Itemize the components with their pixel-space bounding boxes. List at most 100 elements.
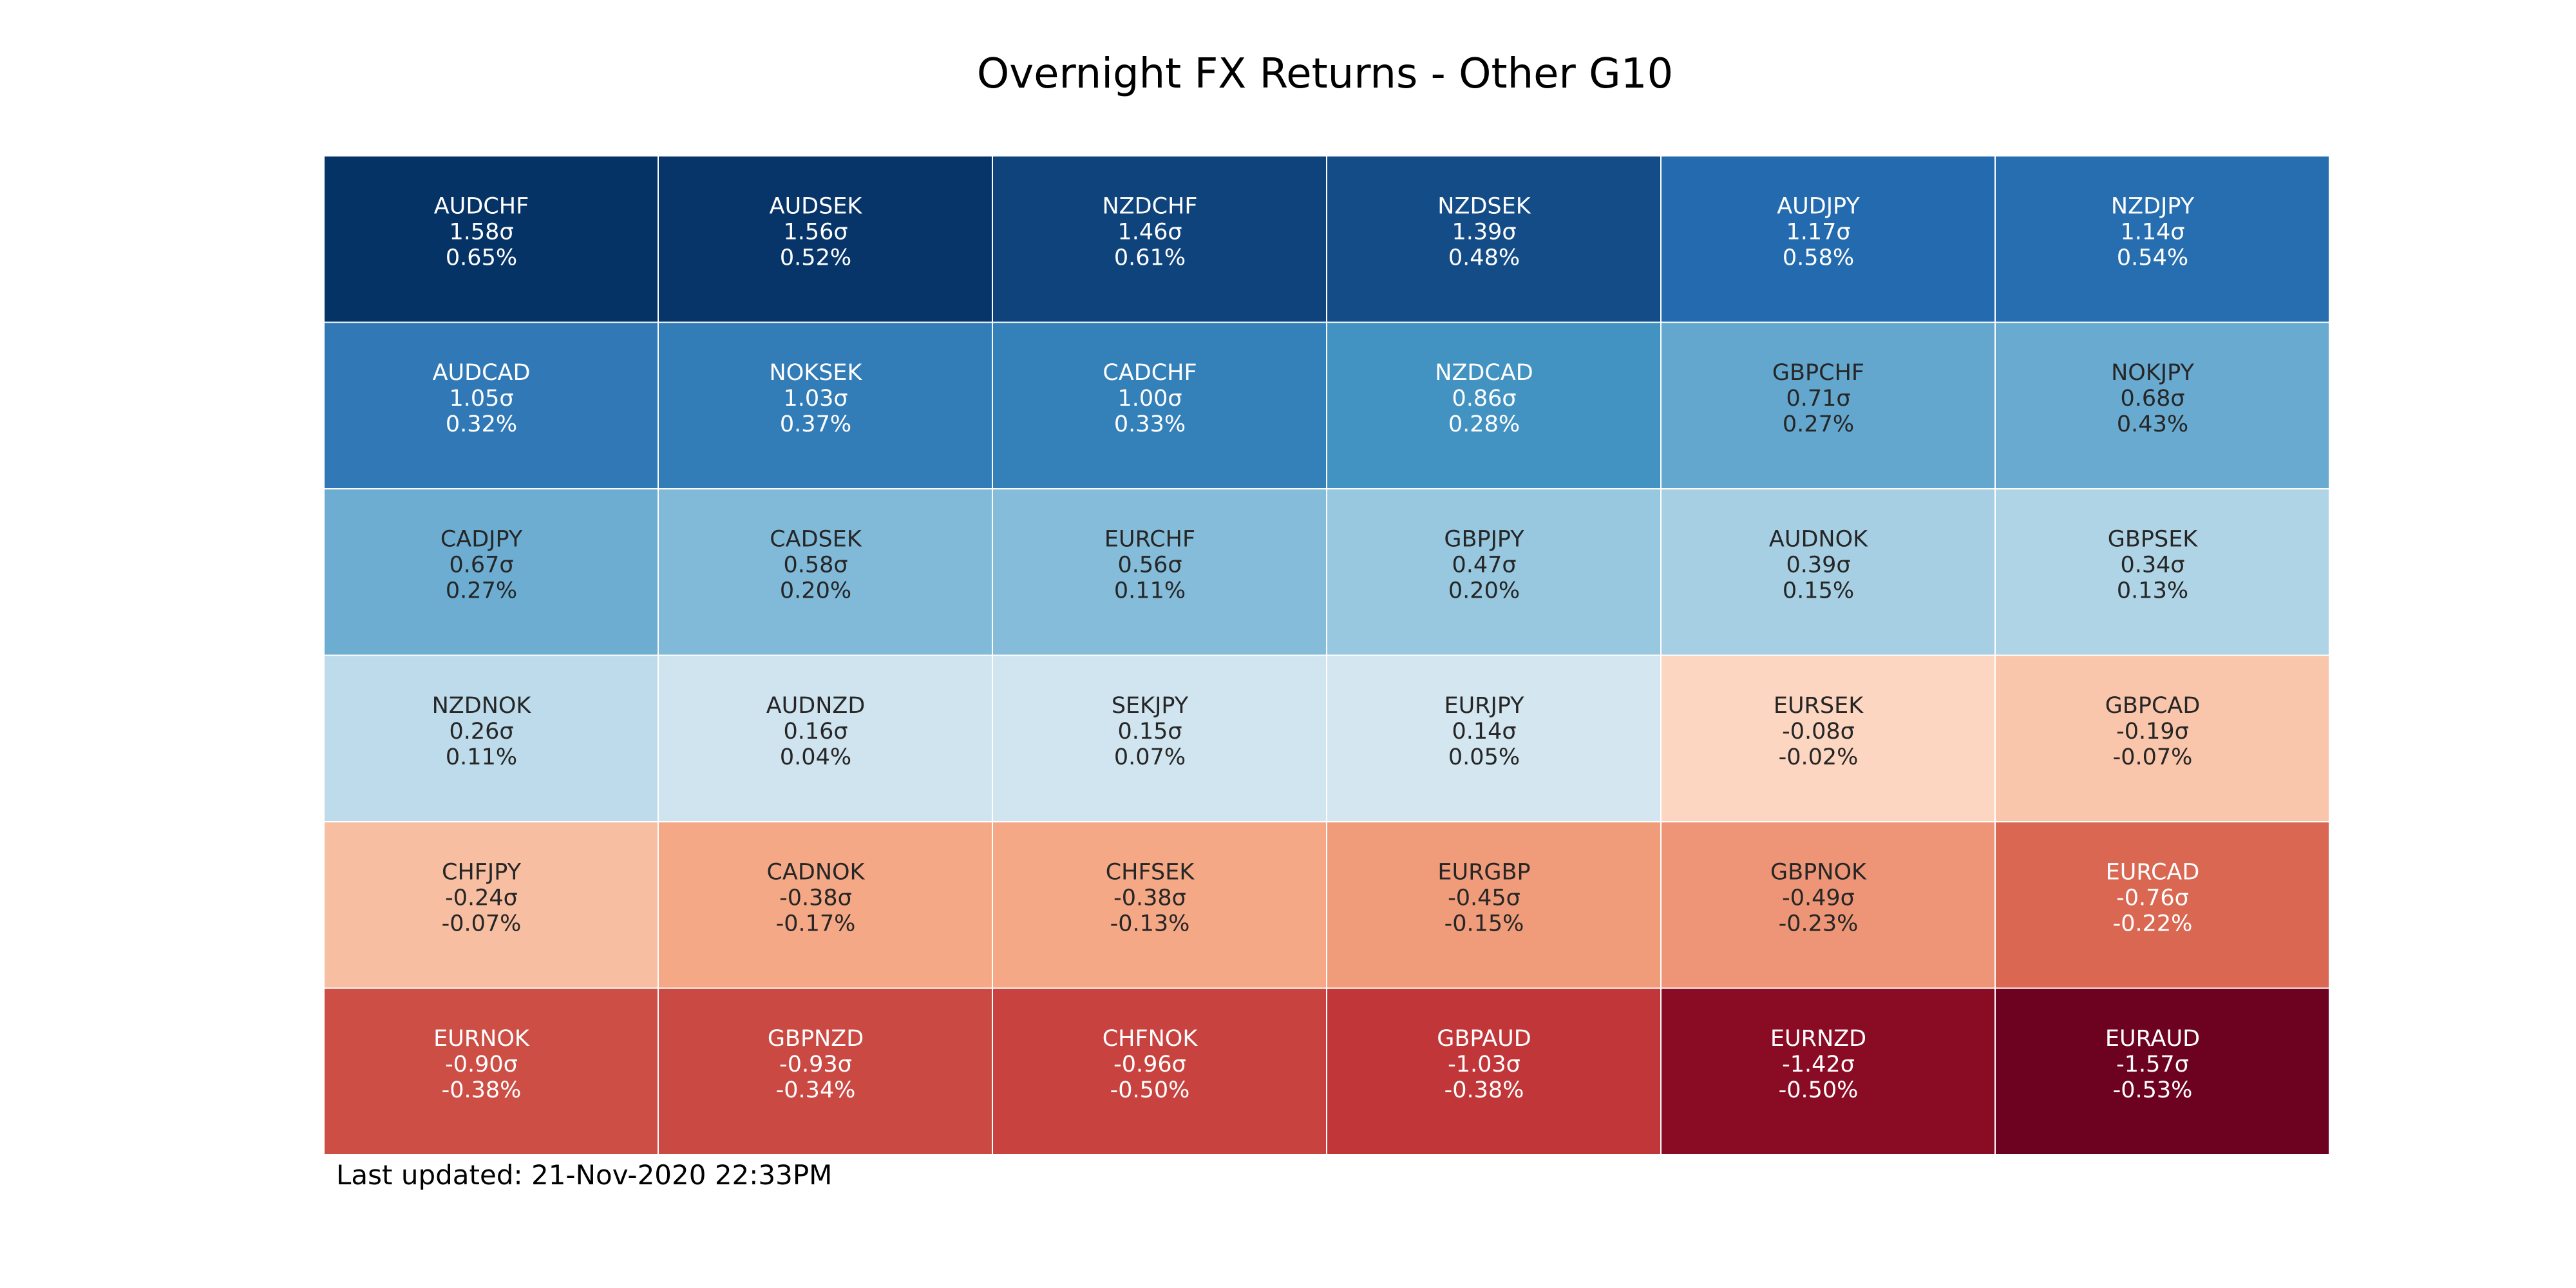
cell-pair-label: GBPSEK <box>2108 526 2199 552</box>
heatmap-cell-rect <box>658 488 993 656</box>
cell-sigma-label: 0.39σ <box>1786 552 1850 578</box>
cell-pair-label: EURGBP <box>1437 859 1530 885</box>
cell-sigma-label: -0.24σ <box>445 885 518 911</box>
cell-return-label: -0.38% <box>442 1077 522 1103</box>
heatmap-cell-rect <box>1326 488 1662 656</box>
cell-pair-label: CHFJPY <box>442 859 522 885</box>
cell-return-label: 0.11% <box>446 744 517 770</box>
cell-return-label: 0.27% <box>446 578 517 603</box>
cell-return-label: 0.37% <box>780 412 851 437</box>
heatmap-cell-rect <box>658 821 993 989</box>
cell-return-label: -0.17% <box>776 911 856 936</box>
cell-sigma-label: -0.38σ <box>779 885 852 911</box>
heatmap-cell-rect <box>1660 821 1996 989</box>
cell-sigma-label: 0.67σ <box>449 552 513 578</box>
cell-pair-label: NZDNOK <box>432 693 532 719</box>
heatmap-cell-chfsek: CHFSEK-0.38σ-0.13% <box>992 821 1327 989</box>
cell-return-label: 0.52% <box>780 245 851 270</box>
cell-pair-label: AUDSEK <box>770 193 863 219</box>
cell-pair-label: AUDNOK <box>1769 526 1868 552</box>
heatmap-cell-rect <box>992 654 1327 822</box>
cell-pair-label: EURSEK <box>1774 693 1864 719</box>
cell-sigma-label: 1.14σ <box>2120 219 2184 245</box>
cell-return-label: 0.27% <box>1783 412 1854 437</box>
cell-return-label: -0.50% <box>1779 1077 1859 1103</box>
heatmap-cell-rect <box>1994 488 2330 656</box>
cell-pair-label: GBPCHF <box>1772 360 1864 386</box>
cell-pair-label: EURAUD <box>2105 1026 2200 1052</box>
cell-pair-label: GBPNZD <box>768 1026 864 1052</box>
heatmap-cell-eurgbp: EURGBP-0.45σ-0.15% <box>1326 821 1662 989</box>
cell-pair-label: EURNOK <box>433 1026 530 1052</box>
cell-return-label: -0.13% <box>1110 911 1190 936</box>
cell-return-label: 0.58% <box>1783 245 1854 270</box>
cell-pair-label: EURCHF <box>1104 526 1195 552</box>
heatmap-cell-rect <box>658 155 993 323</box>
cell-sigma-label: -0.08σ <box>1782 719 1855 744</box>
cell-sigma-label: -0.49σ <box>1782 885 1855 911</box>
cell-pair-label: AUDNZD <box>766 693 866 719</box>
cell-sigma-label: 0.71σ <box>1786 386 1850 412</box>
heatmap-cell-chfnok: CHFNOK-0.96σ-0.50% <box>992 987 1327 1155</box>
cell-pair-label: CHFNOK <box>1103 1026 1198 1052</box>
last-updated-label: Last updated: 21-Nov-2020 22:33PM <box>336 1159 833 1191</box>
cell-pair-label: CADNOK <box>766 859 865 885</box>
cell-pair-label: NOKSEK <box>770 360 863 386</box>
cell-sigma-label: -0.96σ <box>1113 1052 1186 1077</box>
cell-sigma-label: 1.56σ <box>783 219 848 245</box>
heatmap-cell-rect <box>1660 654 1996 822</box>
cell-return-label: 0.33% <box>1114 412 1186 437</box>
heatmap-cell-gbpnzd: GBPNZD-0.93σ-0.34% <box>658 987 993 1155</box>
heatmap-cell-rect <box>1660 987 1996 1155</box>
cell-sigma-label: -0.19σ <box>2116 719 2189 744</box>
heatmap-cell-rect <box>1994 987 2330 1155</box>
cell-return-label: 0.20% <box>1448 578 1520 603</box>
cell-pair-label: NZDCAD <box>1435 360 1533 386</box>
cell-return-label: 0.11% <box>1114 578 1186 603</box>
heatmap-cell-eurnzd: EURNZD-1.42σ-0.50% <box>1660 987 1996 1155</box>
heatmap-cell-rect <box>323 488 659 656</box>
cell-sigma-label: 0.15σ <box>1117 719 1182 744</box>
cell-pair-label: NZDCHF <box>1103 193 1198 219</box>
cell-return-label: -0.23% <box>1779 911 1859 936</box>
cell-return-label: 0.48% <box>1448 245 1520 270</box>
cell-sigma-label: -0.93σ <box>779 1052 852 1077</box>
heatmap-cell-rect <box>992 155 1327 323</box>
cell-pair-label: NZDJPY <box>2111 193 2195 219</box>
heatmap-cell-gbpnok: GBPNOK-0.49σ-0.23% <box>1660 821 1996 989</box>
cell-sigma-label: 1.00σ <box>1117 386 1182 412</box>
heatmap-cell-eurcad: EURCAD-0.76σ-0.22% <box>1994 821 2330 989</box>
cell-return-label: -0.07% <box>442 911 522 936</box>
heatmap-cell-rect <box>992 321 1327 489</box>
heatmap-cell-rect <box>1994 321 2330 489</box>
heatmap-cell-rect <box>323 321 659 489</box>
cell-return-label: 0.61% <box>1114 245 1186 270</box>
cell-return-label: 0.15% <box>1783 578 1854 603</box>
cell-pair-label: AUDJPY <box>1777 193 1860 219</box>
heatmap-cell-chfjpy: CHFJPY-0.24σ-0.07% <box>323 821 659 989</box>
cell-return-label: 0.20% <box>780 578 851 603</box>
cell-sigma-label: 0.58σ <box>783 552 848 578</box>
cell-return-label: -0.15% <box>1444 911 1524 936</box>
heatmap-cell-rect <box>658 321 993 489</box>
cell-pair-label: EURCAD <box>2106 859 2200 885</box>
cell-sigma-label: 1.03σ <box>783 386 848 412</box>
cell-pair-label: GBPAUD <box>1437 1026 1531 1052</box>
cell-pair-label: SEKJPY <box>1112 693 1189 719</box>
cell-sigma-label: 0.68σ <box>2120 386 2184 412</box>
cell-sigma-label: -0.76σ <box>2116 885 2189 911</box>
cell-pair-label: GBPJPY <box>1444 526 1524 552</box>
